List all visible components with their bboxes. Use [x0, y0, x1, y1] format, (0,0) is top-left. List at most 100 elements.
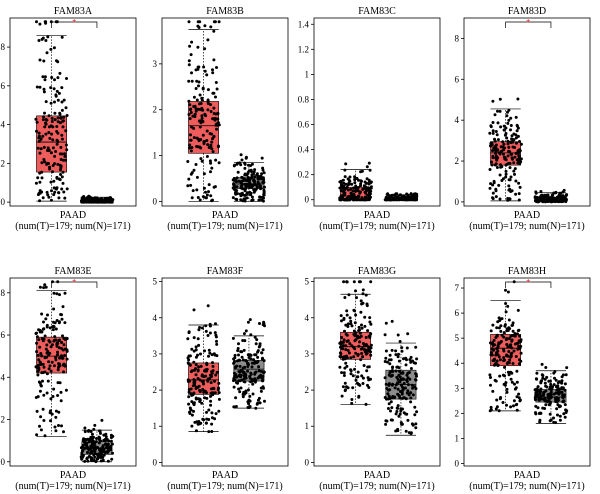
data-point [188, 354, 192, 358]
data-point [383, 376, 387, 380]
data-point [59, 173, 62, 176]
data-point [205, 155, 209, 158]
data-point [498, 109, 502, 113]
data-point [362, 364, 366, 367]
data-point [515, 408, 519, 412]
data-point [390, 319, 394, 323]
data-point [256, 401, 260, 405]
data-point [537, 412, 541, 415]
data-point [414, 387, 418, 391]
data-point [190, 347, 194, 351]
data-point [60, 424, 63, 428]
data-point [214, 81, 218, 84]
data-point [42, 419, 46, 422]
data-point [55, 125, 59, 128]
data-point [248, 318, 252, 322]
y-tick-label: 2 [1, 415, 6, 425]
data-point [243, 162, 247, 166]
data-point [345, 364, 349, 368]
data-point [410, 422, 414, 426]
data-point [41, 196, 45, 200]
data-point [347, 182, 351, 186]
data-point [193, 112, 197, 116]
data-point [212, 91, 216, 95]
data-point [100, 199, 104, 203]
data-point [340, 319, 343, 323]
data-point [58, 112, 62, 116]
data-point [405, 196, 409, 200]
data-point [60, 175, 64, 179]
panel-fam83b: FAM83B 0 1 2 3 PAAD(num(T)=179; num(N)=171) [153, 6, 289, 232]
data-point [494, 353, 498, 357]
data-point [367, 178, 371, 182]
data-point [509, 124, 513, 127]
data-point [494, 146, 498, 150]
data-point [504, 172, 508, 176]
data-points-n [383, 319, 419, 436]
y-tick-label: 2 [1, 158, 6, 168]
plot-frame [9, 17, 137, 207]
data-point [349, 356, 353, 360]
data-point [202, 172, 206, 176]
data-point [565, 193, 569, 197]
data-point [388, 397, 392, 400]
data-point [502, 382, 506, 386]
data-point [253, 372, 257, 376]
data-point [200, 159, 204, 163]
data-point [45, 323, 49, 327]
data-point [40, 176, 44, 180]
data-point [186, 160, 190, 163]
data-point [52, 307, 56, 311]
data-point [507, 145, 511, 149]
data-point [555, 196, 559, 200]
data-point [233, 178, 237, 182]
data-point [188, 143, 192, 147]
y-tick-label: 4 [455, 358, 460, 368]
data-point [354, 189, 357, 193]
data-point [413, 405, 417, 409]
data-point [361, 355, 365, 359]
data-point [409, 396, 413, 400]
data-point [51, 395, 55, 398]
data-point [214, 335, 218, 339]
data-point [204, 421, 208, 425]
data-point [211, 117, 215, 121]
data-points-n [80, 194, 115, 204]
data-point [99, 447, 103, 451]
data-point [207, 430, 211, 434]
data-point [503, 365, 506, 369]
data-point [498, 152, 502, 156]
data-point [59, 166, 63, 170]
data-point [560, 390, 564, 394]
panel-title: FAM83D [508, 6, 546, 17]
data-point [400, 346, 404, 350]
data-point [192, 378, 196, 382]
data-point [233, 185, 237, 189]
plot-frame [161, 277, 289, 467]
data-point [249, 193, 252, 197]
data-point [357, 325, 361, 329]
data-point [354, 313, 358, 317]
data-point [52, 193, 56, 197]
data-point [495, 326, 499, 330]
data-point [349, 191, 353, 195]
data-point [251, 382, 255, 386]
data-point [517, 181, 521, 185]
y-tick-label: 2 [153, 385, 158, 395]
data-point [384, 349, 388, 353]
data-point [386, 198, 390, 202]
data-point [504, 310, 508, 314]
data-point [509, 175, 513, 179]
data-point [60, 35, 64, 39]
data-point [548, 396, 552, 400]
data-point [209, 381, 213, 385]
data-point [44, 20, 48, 24]
data-point [565, 409, 569, 413]
data-point [517, 156, 521, 160]
data-point [361, 342, 365, 345]
data-point [212, 58, 216, 62]
data-point [42, 145, 46, 149]
data-point [42, 365, 46, 369]
data-point [400, 349, 404, 353]
data-point [364, 343, 368, 346]
